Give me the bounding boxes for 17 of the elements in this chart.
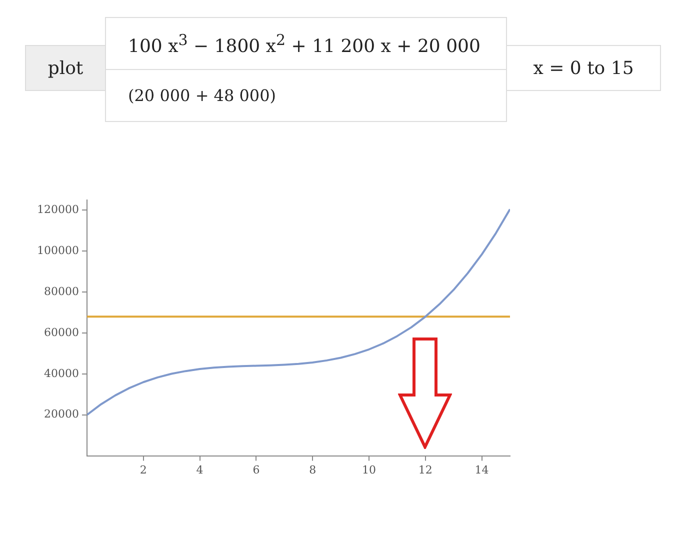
x-tick-label: 6 [252,463,260,476]
y-tick-label: 20000 [44,408,79,421]
x-tick-label: 12 [418,463,432,476]
x-tick-label: 8 [309,463,316,476]
text: plot [25,45,106,91]
text: x = 0 to 15 [506,45,661,91]
y-tick-label: 100000 [37,244,79,258]
x-tick-label: 4 [196,463,204,476]
text: (20 000 + 48 000) [128,86,276,105]
x-tick-label: 2 [140,463,147,476]
y-tick-label: 40000 [44,366,79,380]
text: 100 x$^{3}$ − 1800 x$^{2}$ + 11 200 x + 20 000 [128,30,480,56]
y-tick-label: 60000 [44,326,79,339]
x-tick-label: 14 [474,463,489,476]
x-tick-label: 10 [362,463,376,476]
y-tick-label: 80000 [44,284,79,298]
y-tick-label: 120000 [37,203,79,216]
